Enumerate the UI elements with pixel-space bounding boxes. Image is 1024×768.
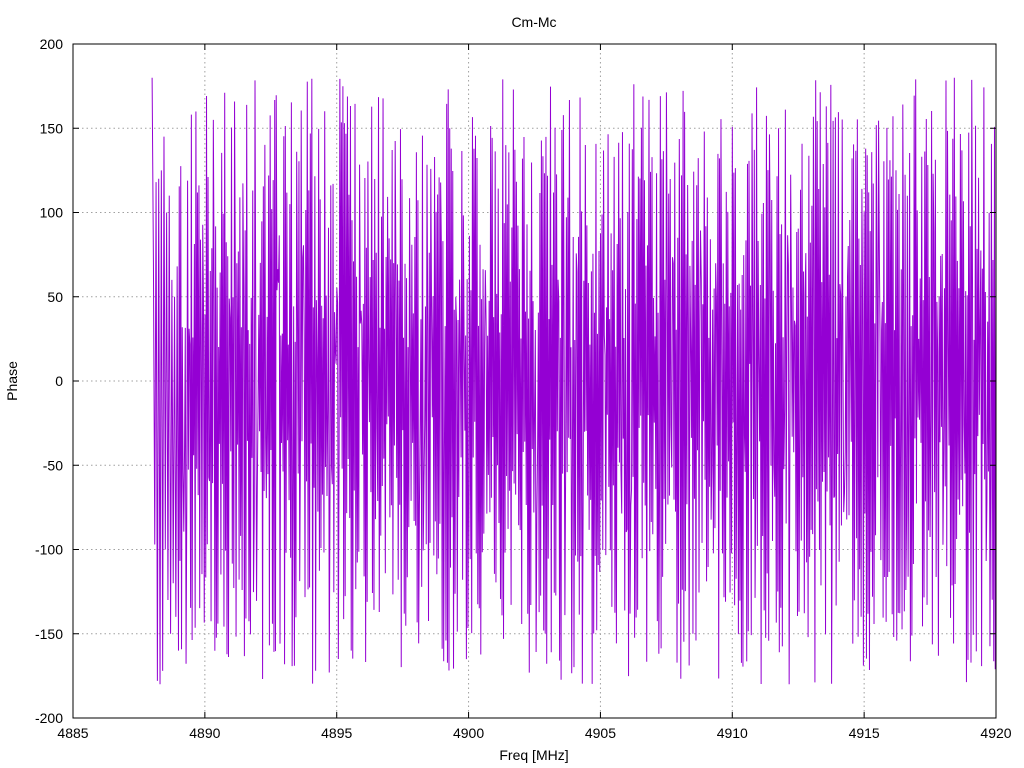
y-tick-label: 100 <box>40 205 64 221</box>
phase-series-line <box>151 77 997 685</box>
y-tick-label: -100 <box>35 542 63 558</box>
x-tick-label: 4905 <box>585 725 616 741</box>
x-tick-label: 4910 <box>717 725 748 741</box>
y-tick-label: -50 <box>43 457 63 473</box>
y-tick-label: 150 <box>40 120 64 136</box>
x-tick-label: 4895 <box>321 725 352 741</box>
x-tick-label: 4900 <box>453 725 484 741</box>
series-layer <box>151 77 997 685</box>
y-axis-title: Phase <box>4 361 20 401</box>
x-tick-label: 4915 <box>849 725 880 741</box>
y-tick-label: 50 <box>47 289 63 305</box>
y-tick-label: -200 <box>35 710 63 726</box>
x-tick-label: 4885 <box>57 725 88 741</box>
x-tick-label: 4920 <box>980 725 1011 741</box>
x-axis-title: Freq [MHz] <box>499 747 568 763</box>
y-tick-label: -150 <box>35 626 63 642</box>
y-tick-label: 200 <box>40 36 64 52</box>
y-tick-labels: -200 -150 -100 -50 0 50 100 150 200 <box>35 36 63 726</box>
chart-title: Cm-Mc <box>511 14 556 30</box>
x-tick-labels: 4885 4890 4895 4900 4905 4910 4915 4920 <box>57 725 1011 741</box>
y-tick-label: 0 <box>55 373 63 389</box>
x-tick-label: 4890 <box>189 725 220 741</box>
axis-ticks <box>72 43 997 719</box>
